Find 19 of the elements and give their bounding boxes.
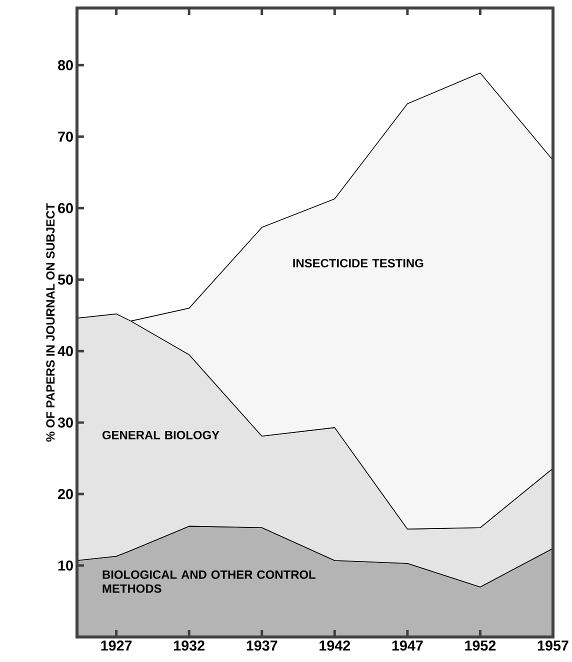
- x-tick-label: 1947: [392, 640, 423, 651]
- y-tick-label: 80: [58, 60, 73, 70]
- series-label: BIOLOGICAL AND OTHER CONTROL METHODS: [102, 570, 316, 593]
- y-tick-label: 70: [58, 132, 73, 142]
- y-tick-label: 10: [58, 560, 73, 571]
- y-tick-label: 50: [58, 274, 73, 285]
- x-tick-label: 1952: [465, 640, 496, 651]
- x-tick-label: 1937: [246, 640, 278, 651]
- series-label: INSECTICIDE TESTING: [293, 258, 424, 268]
- y-tick-label: 30: [58, 417, 73, 428]
- x-tick-label: 1942: [320, 640, 350, 651]
- y-tick-label: 60: [58, 203, 73, 214]
- x-tick-label: 1957: [538, 640, 568, 651]
- series-label: GENERAL BIOLOGY: [102, 430, 220, 440]
- y-axis-title: % OF PAPERS IN JOURNAL ON SUBJECT: [46, 203, 55, 442]
- y-tick-label: 20: [58, 488, 73, 500]
- x-tick-label: 1932: [174, 640, 204, 651]
- y-tick-label: 40: [58, 346, 73, 356]
- x-tick-label: 1927: [101, 640, 132, 651]
